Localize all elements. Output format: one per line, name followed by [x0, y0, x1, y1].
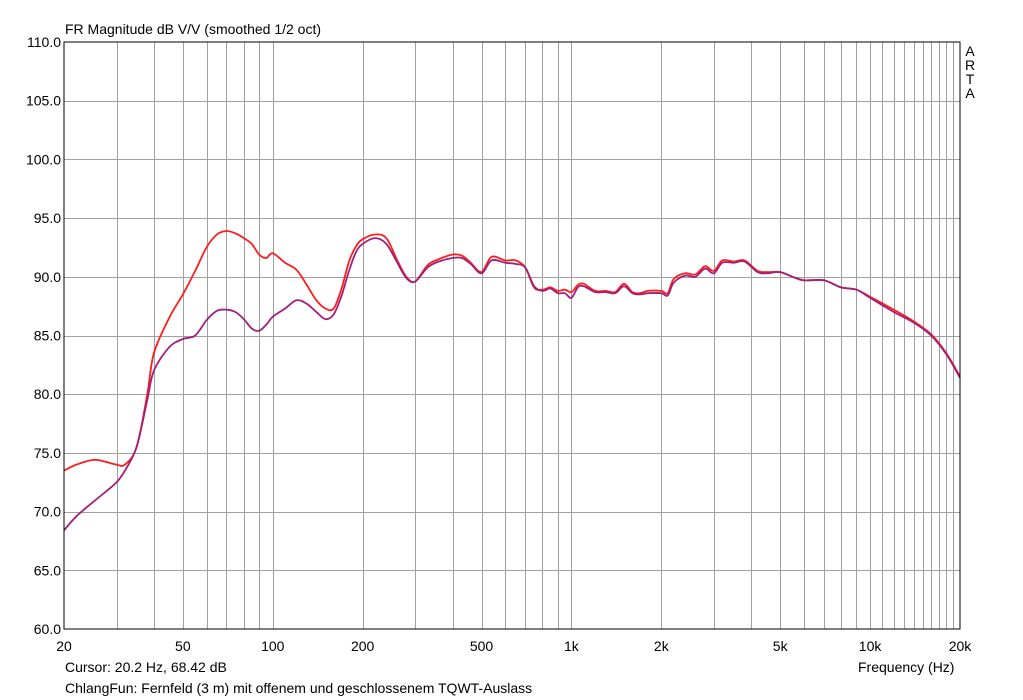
y-tick-label: 65.0	[34, 562, 61, 578]
x-tick-label: 10k	[859, 638, 883, 654]
x-tick-label: 20	[56, 638, 72, 654]
y-tick-label: 95.0	[34, 210, 61, 226]
x-tick-label: 500	[470, 638, 494, 654]
x-tick-label: 20k	[949, 638, 973, 654]
arta-brand-mark: A R T A	[963, 44, 977, 100]
x-tick-label: 5k	[773, 638, 789, 654]
x-axis-label: Frequency (Hz)	[858, 659, 955, 675]
series-line-2	[63, 237, 961, 531]
x-tick-label: 200	[351, 638, 375, 654]
y-tick-label: 85.0	[34, 328, 61, 344]
y-tick-labels: 60.0 65.0 70.0 75.0 80.0 85.0 90.0 95.0 100.0 105…	[26, 34, 61, 637]
x-tick-label: 50	[175, 638, 191, 654]
x-tick-label: 100	[261, 638, 285, 654]
y-tick-label: 90.0	[34, 269, 61, 285]
y-tick-label: 105.0	[26, 93, 61, 109]
y-tick-label: 110.0	[27, 34, 61, 50]
y-tick-label: 70.0	[34, 504, 61, 520]
brand-letter: R	[964, 57, 976, 73]
x-tick-labels: 20 50 100 200 500 1k 2k 5k 10k 20k	[56, 638, 972, 654]
measurement-comment: ChlangFun: Fernfeld (3 m) mit offenem un…	[65, 680, 533, 696]
series-lines	[63, 230, 961, 531]
brand-letter: A	[965, 43, 975, 59]
series-line-1	[63, 230, 961, 472]
brand-letter: A	[965, 85, 975, 101]
y-tick-label: 100.0	[26, 151, 61, 167]
y-tick-label: 75.0	[34, 445, 61, 461]
x-tick-label: 1k	[564, 638, 580, 654]
cursor-readout: Cursor: 20.2 Hz, 68.42 dB	[65, 659, 227, 675]
plot-frame	[63, 41, 961, 630]
brand-letter: T	[965, 71, 975, 87]
grid-lines	[64, 42, 960, 629]
y-tick-label: 60.0	[34, 621, 61, 637]
chart-title: FR Magnitude dB V/V (smoothed 1/2 oct)	[65, 21, 322, 37]
x-tick-label: 2k	[654, 638, 670, 654]
y-tick-label: 80.0	[34, 386, 61, 402]
